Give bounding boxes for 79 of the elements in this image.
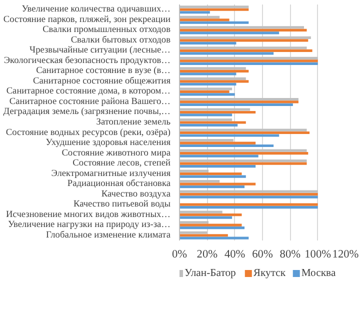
y-tick-label: Ухудшение здоровья населения [46,138,172,148]
bar [180,224,242,226]
x-tick-label: 0% [172,248,188,260]
y-tick-label: Состояние лесов, степей [72,158,171,169]
y-tick-label: Радиационная обстановка [67,179,172,190]
bar [180,175,246,178]
x-tick-label: 120% [332,248,360,260]
bar [180,72,236,76]
y-tick-label: Увеличение количества одичавших… [22,4,171,15]
y-tick-label: Свалки промышленных отходов [42,25,172,36]
bar [180,39,308,42]
bar [180,154,258,158]
bar [180,134,280,137]
y-tick-label: Электромагнитные излучения [51,168,172,179]
legend-label: Якутск [253,268,286,279]
y-tick-label: Санитарное состояние в вузе (в… [36,66,171,76]
bar [180,28,307,32]
y-tick-label: Состояние парков, пляжей, зон рекреации [3,14,171,25]
y-tick-label: Деградация земель (загрязнение почвы,… [3,107,171,118]
y-tick-label: Состояние водных ресурсов (реки, озёра) [6,128,171,138]
y-tick-label: Санитарное состояние дома, в котором… [6,86,171,97]
bar [180,11,210,14]
bar [180,182,256,186]
y-tick-label: Чрезвычайные ситуации (лесные… [30,46,171,56]
bar [180,121,246,124]
y-tick-label: Экологическая безопасность продуктов… [4,56,170,66]
bar [180,18,230,22]
y-tick-label: Исчезновение многих видов животных… [6,210,171,220]
y-tick-label: Свалки бытовых отходов [70,35,172,46]
x-tick-label: 80% [280,248,302,260]
y-tick-label: Глобальное изменение климата [46,230,172,240]
bar [180,52,274,55]
bar [180,62,318,65]
bar [180,80,249,83]
bar [180,90,230,94]
x-tick-label: 100% [304,248,332,260]
legend-label: Улан-Батор [184,268,236,279]
bar [180,186,245,188]
x-tick-label: 40% [224,248,246,260]
legend-label: Москва [301,268,336,279]
bar [180,49,312,52]
bar [180,100,298,104]
bar [180,8,249,11]
bar [180,226,245,230]
bar [180,164,256,168]
bar [180,172,242,176]
y-tick-label: Затопление земель [96,118,171,128]
bar [180,32,280,34]
y-tick-label: Состояние животного мира [62,148,172,158]
bar [180,152,308,155]
bar [180,162,307,165]
y-tick-label: Санитарное состояние общежития [33,76,172,86]
bar [180,203,318,206]
bar [180,70,249,72]
bar [180,142,256,144]
bar [180,196,318,198]
bar [180,42,236,44]
bar [180,214,242,216]
bar [180,60,318,62]
bar [180,216,232,219]
bar [180,144,274,148]
y-tick-label: Качество питьевой воды [73,200,172,210]
bar [180,124,238,127]
bar [180,82,236,86]
bar [180,21,249,24]
bar [180,110,256,114]
y-tick-label: Увеличение нагрузки на природу из-за… [8,220,171,230]
bar [180,103,293,106]
bar [180,131,310,134]
bar [180,236,249,240]
y-tick-label: Санитарное состояние района Вашего… [9,96,171,107]
y-tick-label: Качество воздуха [101,189,172,200]
bar [180,93,235,96]
bar [180,114,232,116]
bar [180,193,318,196]
x-tick-label: 60% [252,248,274,260]
x-tick-label: 20% [196,248,218,260]
bar [180,206,318,209]
bar [180,234,228,237]
